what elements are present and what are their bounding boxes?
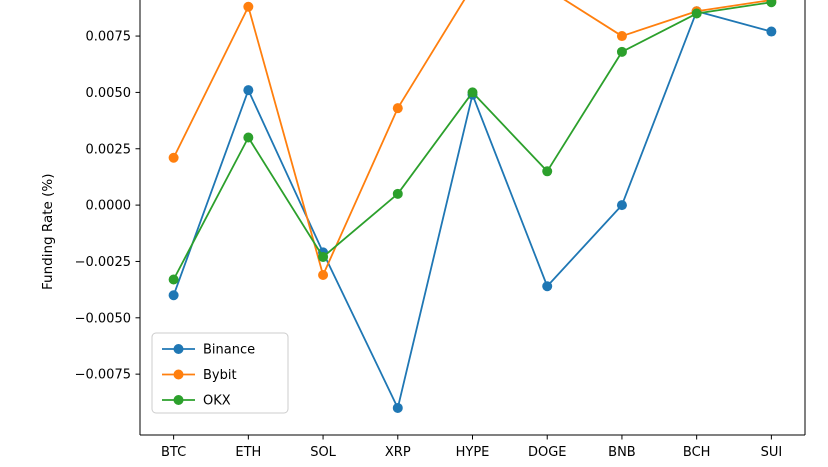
data-point-binance-sui: [766, 26, 777, 37]
data-point-bybit-eth: [243, 1, 254, 12]
x-tick-label: BTC: [161, 445, 186, 460]
legend-box: [151, 332, 289, 414]
data-point-okx-sui: [766, 0, 777, 8]
y-tick-label: 0.0050: [86, 86, 132, 101]
data-point-binance-eth: [243, 85, 254, 96]
x-tick-label: ETH: [235, 445, 261, 460]
x-tick-label: SOL: [310, 445, 336, 460]
y-tick-label: −0.0050: [75, 311, 131, 326]
data-point-okx-bnb: [616, 46, 627, 57]
legend-label-binance: Binance: [203, 343, 255, 358]
data-point-okx-eth: [243, 132, 254, 143]
legend-marker-okx: [173, 395, 184, 405]
x-tick-label: HYPE: [456, 445, 490, 460]
plot-area: 0.0075 0.0050 0.0025 0.0000 −0.0025 −0.0050 −0…: [75, 0, 806, 460]
x-tick-label: DOGE: [528, 445, 567, 460]
y-tick-label: 0.0075: [86, 30, 132, 45]
data-point-okx-hype: [467, 87, 478, 98]
data-point-bybit-bnb: [616, 31, 627, 42]
data-point-okx-doge: [542, 166, 553, 177]
data-point-okx-sol: [318, 251, 329, 262]
data-point-okx-btc: [168, 274, 179, 285]
data-point-binance-btc: [168, 290, 179, 301]
data-point-bybit-btc: [168, 152, 179, 163]
data-point-bybit-sol: [318, 269, 329, 280]
series-line-bybit: [172, 0, 772, 276]
x-tick-label: SUI: [761, 445, 783, 460]
series-line-okx: [172, 1, 772, 280]
data-point-binance-doge: [542, 281, 553, 292]
legend-marker-binance: [173, 344, 184, 354]
legend-marker-bybit: [173, 369, 184, 380]
data-point-binance-bnb: [616, 200, 627, 211]
legend-label-bybit: Bybit: [203, 368, 237, 383]
data-point-binance-xrp: [392, 402, 403, 413]
data-point-bybit-xrp: [392, 103, 403, 114]
legend-label-okx: OKX: [203, 394, 231, 409]
x-tick-label: BCH: [683, 445, 711, 460]
y-tick-label: −0.0025: [75, 255, 131, 270]
x-tick-label: XRP: [385, 445, 411, 460]
data-point-okx-bch: [691, 8, 702, 19]
data-point-okx-xrp: [392, 188, 403, 199]
y-tick-label: 0.0025: [86, 142, 132, 157]
y-axis-label: Funding Rate (%): [40, 174, 56, 290]
y-tick-label: 0.0000: [86, 199, 132, 214]
y-tick-label: −0.0075: [75, 368, 131, 383]
x-tick-label: BNB: [608, 445, 636, 460]
